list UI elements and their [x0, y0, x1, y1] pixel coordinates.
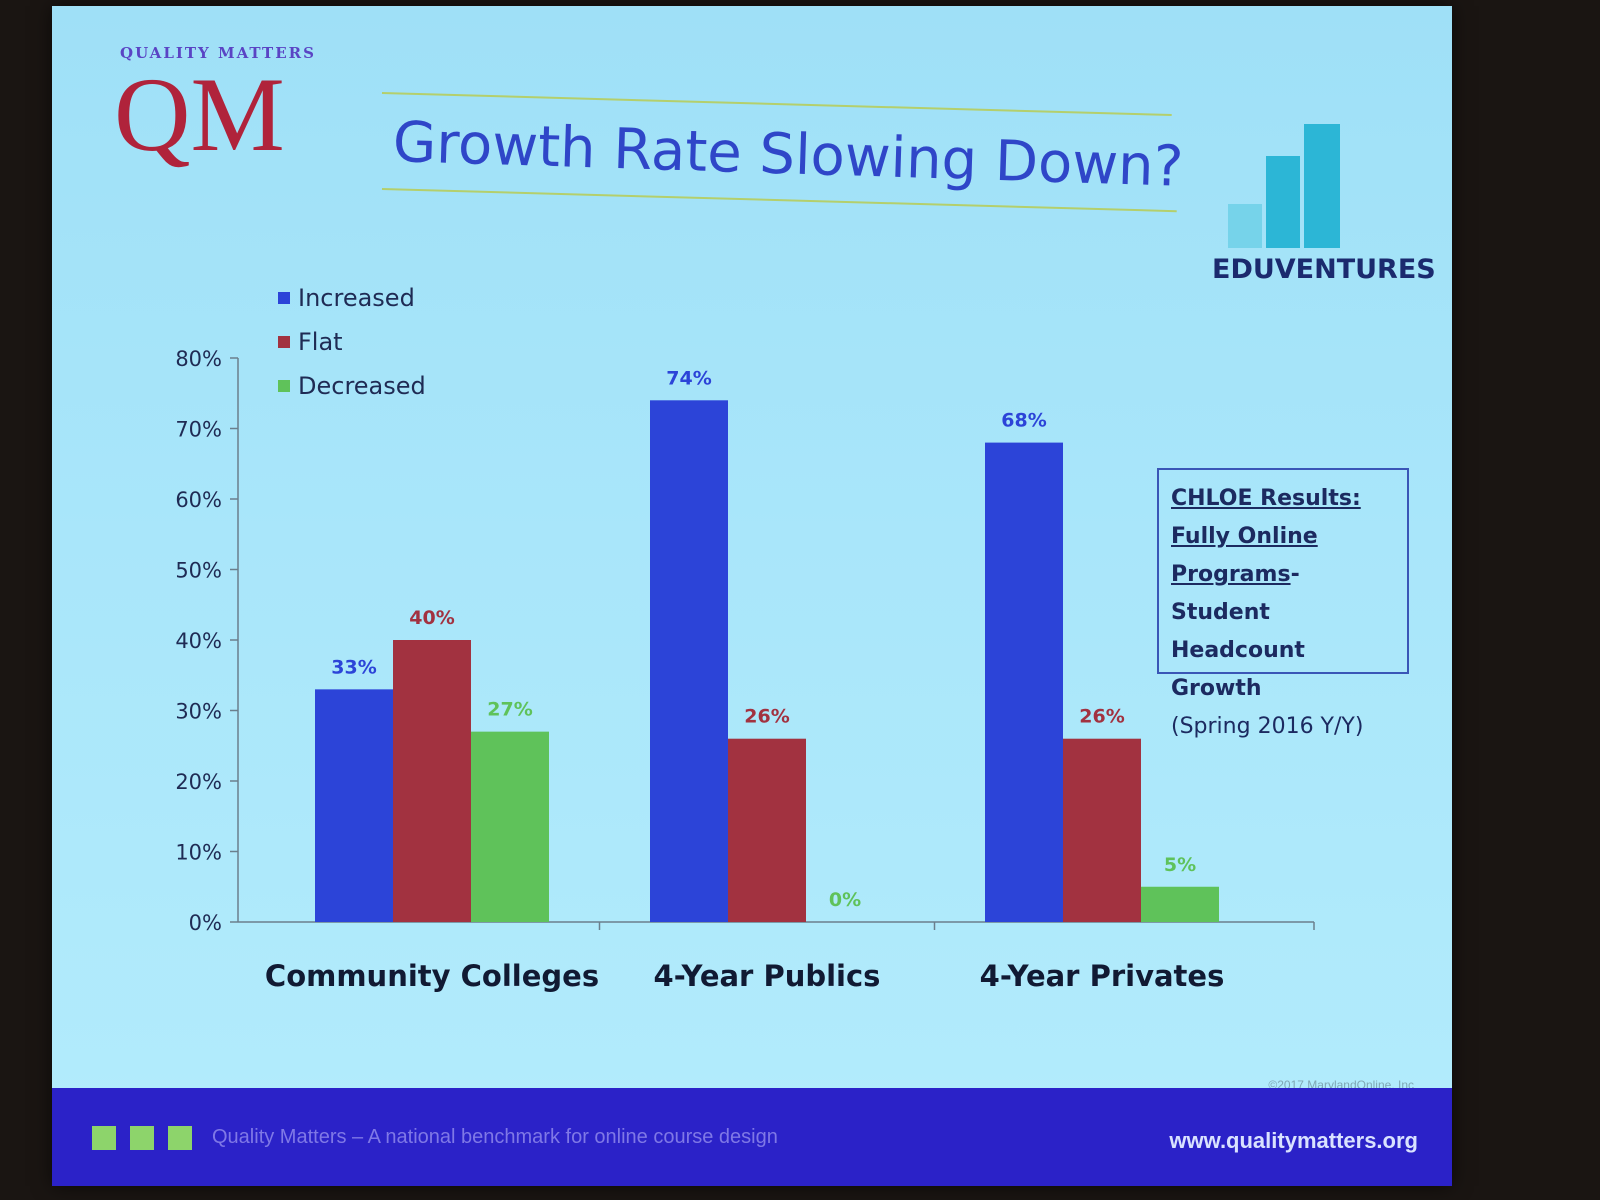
bar-value-label: 27%: [487, 699, 532, 721]
chloe-note-box: CHLOE Results: Fully Online Programs- St…: [1157, 468, 1409, 739]
footer-url: www.qualitymatters.org: [1169, 1128, 1418, 1153]
footer-square-icon: [92, 1126, 116, 1150]
footer-bar: Quality Matters – A national benchmark f…: [52, 1088, 1452, 1186]
y-tick-label: 50%: [175, 559, 222, 583]
bar-value-label: 26%: [744, 706, 789, 728]
footer-tagline: Quality Matters – A national benchmark f…: [212, 1126, 778, 1148]
bar-increased: [985, 442, 1063, 922]
presentation-slide: QUALITY MATTERS QM Growth Rate Slowing D…: [52, 6, 1452, 1186]
y-tick-label: 80%: [175, 347, 222, 371]
y-tick-label: 60%: [175, 488, 222, 512]
y-tick-label: 40%: [175, 629, 222, 653]
bar-value-label: 5%: [1164, 854, 1196, 876]
bar-value-label: 26%: [1079, 706, 1124, 728]
note-line-1: CHLOE Results:: [1171, 486, 1361, 511]
y-tick-label: 20%: [175, 770, 222, 794]
legend-label-increased: Increased: [298, 284, 415, 312]
bar-value-label: 74%: [666, 367, 711, 389]
y-tick-label: 0%: [189, 911, 222, 935]
qm-logo: QM: [114, 56, 285, 173]
category-label: Community Colleges: [265, 959, 599, 993]
brand-wordmark: QUALITY MATTERS: [120, 44, 316, 62]
bar-chart: 0% 10% 20% 30% 40% 50% 60% 70% 80% 33% 40% 27% Commu…: [175, 284, 1315, 993]
bar-decreased: [471, 731, 549, 922]
y-tick-label: 30%: [175, 700, 222, 724]
bar-value-label: 68%: [1001, 410, 1046, 432]
legend-swatch-decreased: [278, 380, 290, 392]
eduventures-name: EDUVENTURES: [1212, 254, 1436, 285]
bar-flat: [393, 640, 471, 922]
bar-decreased: [1141, 886, 1219, 922]
legend-label-decreased: Decreased: [298, 372, 426, 400]
note-line-3: Programs- Student: [1171, 556, 1395, 632]
note-line-5: (Spring 2016 Y/Y): [1171, 714, 1364, 739]
y-tick-label: 70%: [175, 418, 222, 442]
legend-label-flat: Flat: [298, 328, 343, 356]
bar-flat: [728, 738, 806, 922]
legend-swatch-increased: [278, 292, 290, 304]
note-line-4: Headcount Growth: [1171, 638, 1305, 701]
category-label: 4-Year Publics: [654, 959, 881, 993]
note-line-3a: Programs: [1171, 562, 1291, 587]
bar-flat: [1063, 738, 1141, 922]
note-line-3b: - Student: [1171, 562, 1300, 625]
legend-swatch-flat: [278, 336, 290, 348]
bar-increased: [315, 689, 393, 922]
category-label: 4-Year Privates: [980, 959, 1225, 993]
footer-square-icon: [168, 1126, 192, 1150]
bar-increased: [650, 400, 728, 922]
note-line-2: Fully Online: [1171, 524, 1318, 549]
bar-value-label: 33%: [331, 656, 376, 678]
bar-value-label: 40%: [409, 607, 454, 629]
footer-square-icon: [130, 1126, 154, 1150]
y-tick-label: 10%: [175, 841, 222, 865]
bar-value-label: 0%: [829, 889, 861, 911]
